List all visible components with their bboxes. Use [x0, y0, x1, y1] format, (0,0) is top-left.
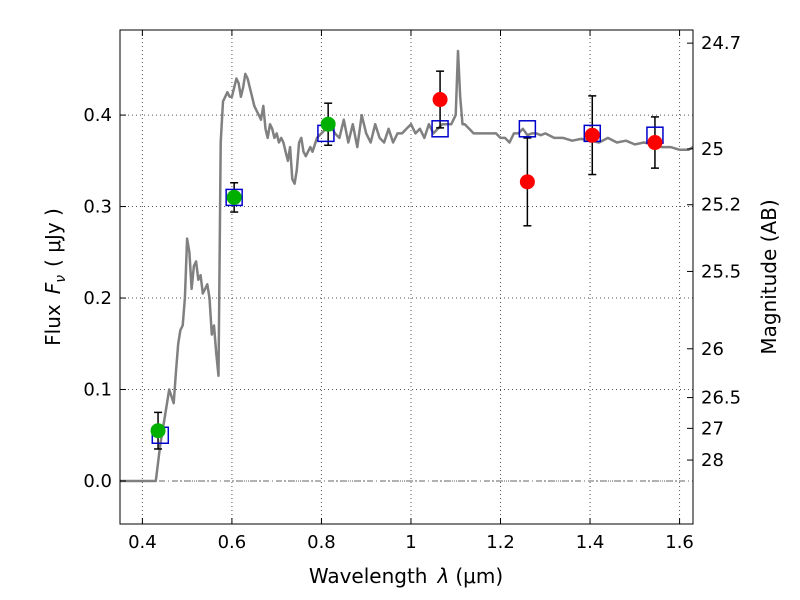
x-axis-label-text: Wavelength	[309, 564, 428, 588]
x-tick-label: 1.6	[665, 532, 694, 553]
x-tick-label: 0.8	[307, 532, 336, 553]
y-tick-label: 0.1	[83, 380, 112, 401]
magnitude-axis-label: Magnitude (AB)	[757, 199, 781, 354]
template-spectrum	[120, 49, 694, 483]
magnitude-tick-label: 24.7	[701, 33, 741, 54]
x-tick-label: 1.4	[576, 532, 605, 553]
magnitude-tick-label: 25.5	[701, 261, 741, 282]
x-tick-label: 0.6	[218, 532, 247, 553]
red-observed-point	[584, 127, 600, 143]
red-observed-point	[519, 174, 535, 190]
magnitude-tick-label: 26	[701, 339, 724, 360]
magnitude-tick-label: 27	[701, 418, 724, 439]
x-axis-label: Wavelength λ (μm)	[309, 564, 503, 588]
magnitude-tick-label: 28	[701, 450, 724, 471]
plot-frame	[119, 29, 694, 525]
y-tick-label: 0.4	[83, 105, 112, 126]
magnitude-tick-label: 26.5	[701, 388, 741, 409]
y-axis-label-symbol: F	[41, 282, 65, 294]
x-tick-label: 0.4	[128, 532, 157, 553]
y-axis-label-subscript: ν	[53, 275, 69, 283]
observed-points	[150, 92, 663, 439]
magnitude-axis-ticks: 24.7 25 25.2 25.5 26 26.5 27 28	[687, 33, 741, 471]
template-spectrum-line	[120, 49, 694, 483]
green-observed-point	[320, 116, 336, 132]
green-observed-point	[226, 189, 242, 205]
red-observed-point	[432, 92, 448, 108]
model-flux-box	[225, 188, 243, 207]
model-flux-box	[431, 120, 449, 138]
magnitude-tick-label: 25.2	[701, 195, 741, 216]
y-axis-ticks: 0.0 0.1 0.2 0.3 0.4	[83, 105, 126, 492]
y-axis-label-unit: ( μJy )	[41, 208, 65, 267]
y-axis-label: Flux Fν ( μJy )	[41, 208, 69, 346]
y-tick-label: 0.0	[83, 471, 112, 492]
x-tick-label: 1	[405, 532, 416, 553]
magnitude-tick-label: 25	[701, 139, 724, 160]
y-tick-label: 0.2	[83, 288, 112, 309]
x-axis-label-unit: (μm)	[455, 564, 503, 588]
y-tick-label: 0.3	[83, 197, 112, 218]
green-observed-point	[150, 423, 166, 439]
x-axis-label-symbol: λ	[437, 564, 450, 588]
x-tick-label: 1.2	[486, 532, 515, 553]
y-axis-label-text: Flux	[41, 304, 65, 346]
x-axis-ticks: 0.4 0.6 0.8 1 1.2 1.4 1.6	[128, 30, 694, 553]
model-flux-box	[518, 120, 537, 138]
plot-background	[120, 30, 693, 524]
red-observed-point	[647, 135, 663, 151]
